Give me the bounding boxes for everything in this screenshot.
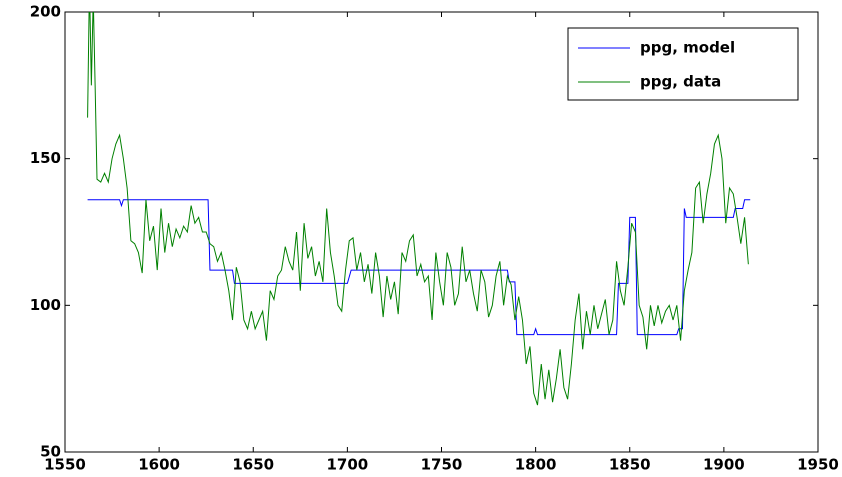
legend-label: ppg, data — [640, 73, 721, 91]
legend-box — [567, 27, 799, 101]
y-tick-label: 150 — [30, 149, 61, 167]
x-tick-label: 1900 — [703, 456, 745, 474]
x-tick-label: 1950 — [797, 456, 839, 474]
x-tick-label: 1800 — [515, 456, 557, 474]
x-tick-label: 1600 — [138, 456, 180, 474]
x-tick-label: 1650 — [232, 456, 274, 474]
series-line — [87, 12, 749, 406]
plot-area — [87, 12, 751, 406]
series-line — [87, 199, 751, 336]
legend-label: ppg, model — [640, 39, 735, 57]
x-tick-label: 1850 — [609, 456, 651, 474]
x-tick-label: 1750 — [421, 456, 463, 474]
y-tick-label: 200 — [30, 3, 61, 21]
y-tick-label: 50 — [40, 443, 61, 461]
x-tick-label: 1550 — [44, 456, 86, 474]
x-tick-label: 1700 — [327, 456, 369, 474]
y-tick-label: 100 — [30, 296, 61, 314]
